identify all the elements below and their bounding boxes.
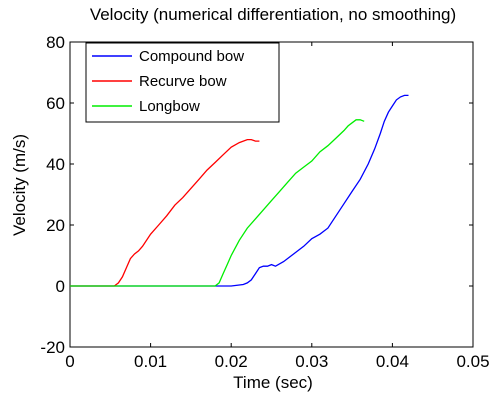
- y-tick-label: 20: [46, 216, 65, 235]
- y-tick-label: 40: [46, 155, 65, 174]
- series-line-longbow: [70, 119, 365, 287]
- x-tick-label: 0: [65, 352, 74, 371]
- series-line-recurve-bow: [70, 138, 260, 287]
- legend: Compound bow Recurve bow Longbow: [85, 42, 280, 123]
- x-tick-label: 0.05: [456, 352, 489, 371]
- x-tick-label: 0.04: [376, 352, 409, 371]
- x-tick-label: 0.02: [215, 352, 248, 371]
- legend-label: Recurve bow: [139, 73, 227, 90]
- series-layer: [70, 94, 409, 287]
- series-line-compound-bow: [70, 94, 409, 287]
- x-axis-label: Time (sec): [233, 373, 313, 392]
- y-tick-label: -20: [40, 338, 65, 357]
- x-tick-label: 0.01: [134, 352, 167, 371]
- chart-title: Velocity (numerical differentiation, no …: [90, 5, 456, 24]
- y-tick-label: 0: [56, 277, 65, 296]
- legend-label: Longbow: [139, 98, 200, 115]
- x-tick-label: 0.03: [295, 352, 328, 371]
- legend-label: Compound bow: [139, 48, 244, 65]
- y-tick-label: 80: [46, 33, 65, 52]
- y-tick-label: 60: [46, 94, 65, 113]
- y-axis-label: Velocity (m/s): [10, 134, 29, 236]
